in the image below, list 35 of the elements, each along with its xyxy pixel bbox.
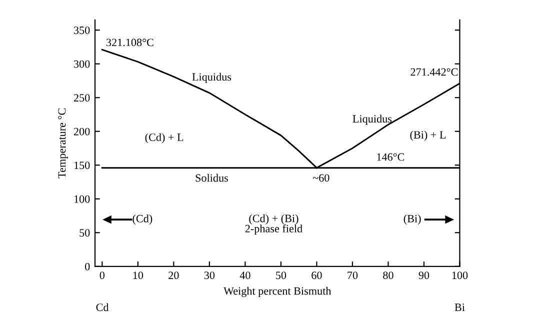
x-axis-title: Weight percent Bismuth: [224, 286, 332, 297]
annotation: ~60: [312, 174, 330, 182]
annotation: (Bi): [404, 214, 421, 225]
annotation: (Cd): [132, 214, 152, 225]
x-tick-label: 80: [383, 272, 394, 280]
annotation: Liquidus: [192, 72, 232, 83]
x-tick-label: 70: [348, 272, 358, 280]
y-tick-label: 50: [80, 229, 90, 237]
x-tick-label: 0: [100, 272, 105, 280]
y-axis-title: Temperature °C: [58, 108, 68, 178]
annotation: Solidus: [196, 174, 228, 182]
annotation: 271.442°C: [410, 68, 458, 76]
y-tick-label: 250: [74, 94, 90, 102]
y-tick-label: 200: [74, 128, 90, 136]
x-tick-label: 60: [312, 272, 322, 280]
text: Bi: [454, 304, 465, 311]
annotation: Liquidus: [352, 114, 392, 125]
x-tick-label: 30: [204, 272, 215, 280]
x-tick-label: 40: [240, 272, 250, 280]
y-tick-label: 150: [74, 162, 90, 170]
annotation: (Cd) + L: [145, 133, 184, 144]
y-tick-label: 100: [74, 195, 90, 203]
y-tick-label: 0: [85, 262, 90, 270]
x-tick-label: 50: [276, 272, 286, 280]
annotation: (Cd) + (Bi) 2-phase field: [245, 214, 302, 235]
annotation: 321.108°C: [106, 38, 154, 46]
annotation: (Bi) + L: [410, 130, 446, 141]
annotation: 146°C: [377, 153, 404, 161]
x-tick-label: 90: [418, 272, 430, 280]
text: Cd: [96, 303, 109, 312]
x-tick-label: 100: [452, 272, 468, 280]
y-tick-label: 300: [74, 60, 90, 68]
y-tick-label: 350: [74, 26, 90, 34]
x-tick-label: 20: [168, 272, 179, 280]
x-tick-label: 10: [133, 272, 144, 280]
